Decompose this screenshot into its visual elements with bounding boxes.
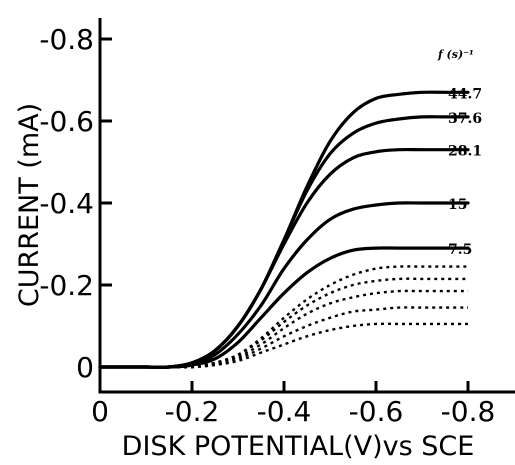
solid-curve xyxy=(98,90,470,369)
y-tick-label: -0.6 xyxy=(39,105,94,138)
x-tick-label: -0.4 xyxy=(257,395,312,428)
curve-label: 44.7 xyxy=(448,86,482,102)
dotted-curve xyxy=(100,322,468,369)
dotted-curve xyxy=(100,265,468,369)
dotted-curve xyxy=(100,289,468,369)
legend-title: f (s)⁻¹ xyxy=(437,48,474,61)
y-tick-label: 0 xyxy=(76,351,94,384)
y-tick-label: -0.8 xyxy=(39,23,94,56)
x-tick-label: -0.8 xyxy=(441,395,496,428)
solid-curve xyxy=(98,147,470,369)
x-tick-label: -0.2 xyxy=(165,395,220,428)
y-axis-title: CURRENT (mA) xyxy=(14,103,45,307)
ticks: 0 -0.2 -0.4 -0.6 -0.8 0 -0.2 -0.4 -0.6 -0.8 xyxy=(39,23,495,428)
curve-label: 28.1 xyxy=(448,144,482,160)
curve-label: 7.5 xyxy=(448,242,472,258)
x-axis-title: DISK POTENTIAL(V)vs SCE xyxy=(122,431,475,462)
curve-label: 15 xyxy=(448,197,467,213)
curve-labels: 44.7 37.6 28.1 15 7.5 xyxy=(448,86,482,258)
curves xyxy=(98,90,470,369)
dotted-curve xyxy=(100,277,468,369)
solid-curve xyxy=(98,246,470,369)
dotted-curve xyxy=(100,306,468,369)
y-tick-label: -0.4 xyxy=(39,187,94,220)
solid-curve xyxy=(98,201,470,369)
curve-label: 37.6 xyxy=(448,111,482,127)
y-tick-label: -0.2 xyxy=(39,269,94,302)
x-tick-label: -0.6 xyxy=(349,395,404,428)
x-tick-label: 0 xyxy=(91,395,109,428)
